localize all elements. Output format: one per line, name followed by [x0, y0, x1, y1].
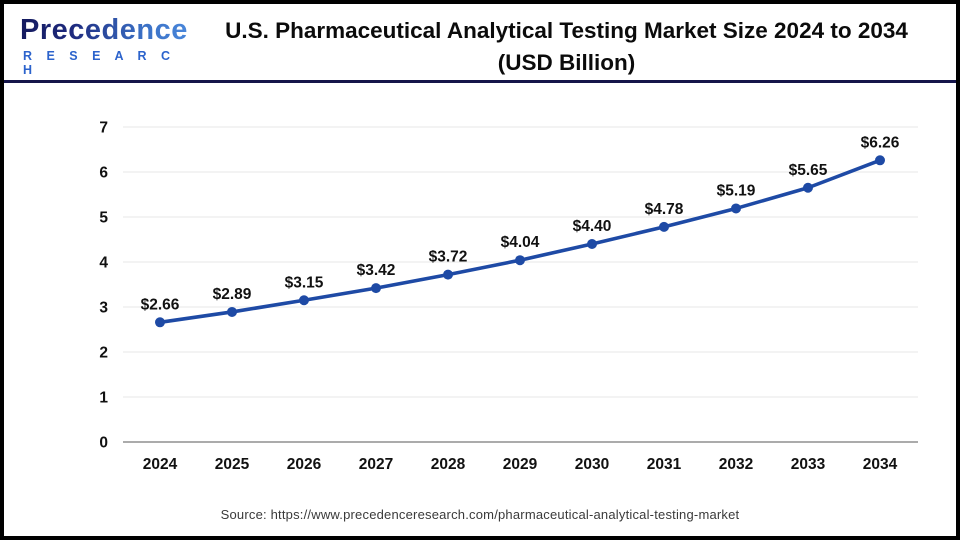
data-point-marker [659, 221, 669, 232]
data-point-label: $4.40 [573, 218, 612, 235]
y-tick-label: 2 [99, 345, 108, 362]
x-tick-label: 2030 [575, 456, 609, 473]
data-point-label: $3.72 [429, 249, 468, 266]
x-tick-label: 2032 [719, 456, 753, 473]
data-point-label: $3.42 [357, 262, 396, 279]
data-point-marker [875, 155, 885, 166]
data-point-label: $6.26 [861, 134, 900, 151]
x-tick-label: 2033 [791, 456, 826, 473]
x-tick-label: 2029 [503, 456, 538, 473]
data-point-marker [155, 317, 165, 328]
header: Precedence R E S E A R C H U.S. Pharmace… [4, 4, 956, 80]
data-point-label: $2.66 [141, 296, 180, 313]
data-point-marker [731, 203, 741, 214]
data-point-marker [803, 182, 813, 193]
x-tick-label: 2027 [359, 456, 393, 473]
data-point-marker [443, 269, 453, 280]
brand-name: Precedence [20, 14, 195, 47]
y-tick-label: 3 [99, 300, 108, 317]
data-point-marker [371, 283, 381, 294]
x-tick-label: 2025 [215, 456, 250, 473]
data-point-marker [227, 306, 237, 317]
y-tick-label: 0 [99, 435, 108, 452]
x-tick-label: 2024 [143, 456, 178, 473]
y-tick-label: 7 [99, 120, 108, 137]
x-tick-label: 2026 [287, 456, 322, 473]
x-tick-label: 2034 [863, 456, 898, 473]
y-tick-label: 5 [99, 210, 108, 227]
data-point-marker [299, 295, 309, 306]
y-tick-label: 6 [99, 165, 108, 182]
data-point-label: $5.19 [717, 182, 756, 199]
x-tick-label: 2031 [647, 456, 682, 473]
data-point-marker [515, 255, 525, 266]
data-point-label: $3.15 [285, 274, 324, 291]
y-tick-label: 1 [99, 390, 108, 407]
precedence-research-logo: Precedence R E S E A R C H [20, 14, 195, 77]
brand-subname: R E S E A R C H [23, 48, 176, 77]
data-point-label: $5.65 [789, 162, 828, 179]
chart-title-line2: (USD Billion) [497, 49, 636, 75]
chart-title: U.S. Pharmaceutical Analytical Testing M… [189, 15, 944, 79]
data-point-label: $4.04 [501, 234, 540, 251]
y-tick-label: 4 [99, 255, 108, 272]
data-point-marker [587, 239, 597, 249]
line-chart: 0 1 2 3 4 5 6 7 $2.66 2024 $2.89 2025 $3.15 2026 $3.42… [99, 120, 918, 473]
data-point-label: $4.78 [645, 201, 684, 218]
data-point-label: $2.89 [213, 286, 252, 303]
header-divider [4, 80, 956, 83]
x-tick-label: 2028 [431, 456, 466, 473]
chart-title-line1: U.S. Pharmaceutical Analytical Testing M… [225, 18, 908, 43]
source-attribution: Source: https://www.precedenceresearch.c… [220, 507, 740, 522]
